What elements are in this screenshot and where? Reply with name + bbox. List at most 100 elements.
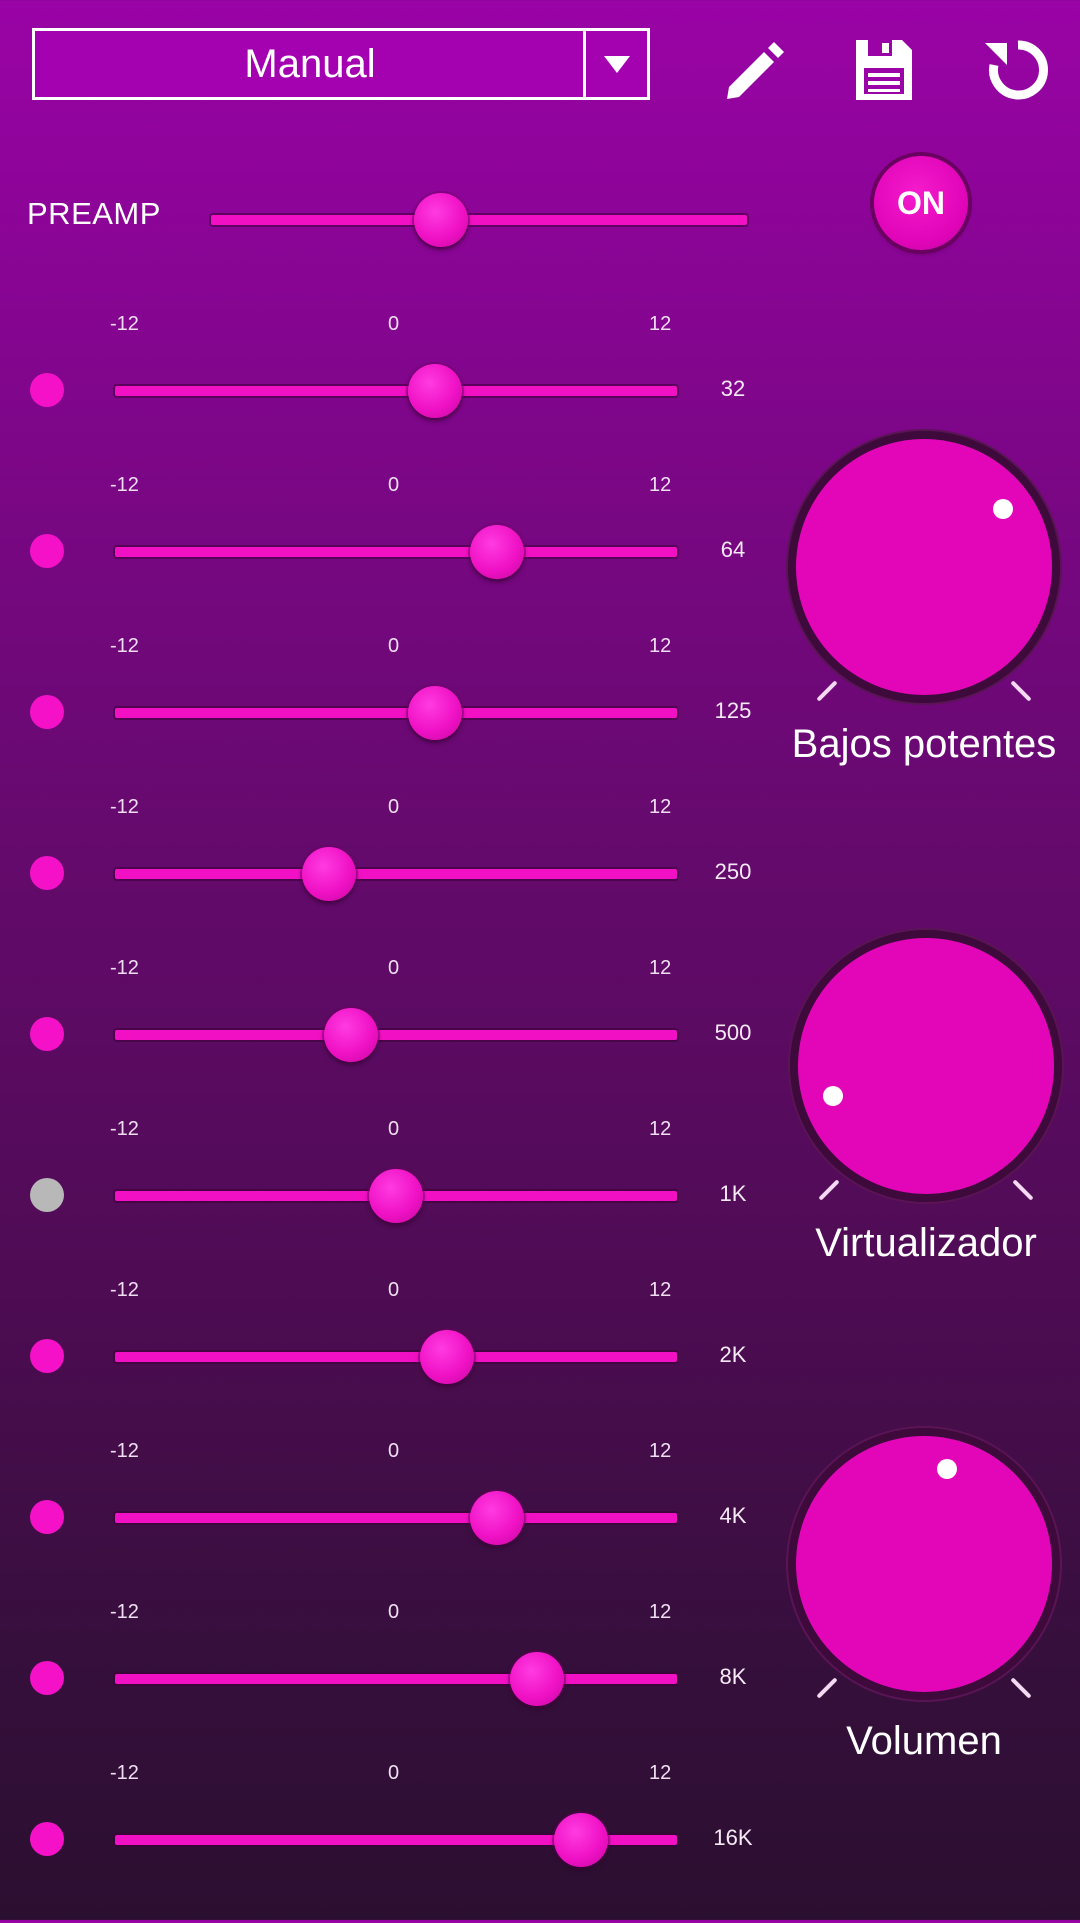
scale-mid-label: 0 <box>388 957 400 979</box>
scale-min-label: -12 <box>110 1440 139 1462</box>
band-frequency-label: 2K <box>719 1342 747 1367</box>
band-slider-250[interactable] <box>115 847 677 901</box>
scale-max-label: 12 <box>649 796 672 818</box>
band-slider-4K[interactable] <box>115 1491 677 1545</box>
band-toggle-125[interactable] <box>30 695 64 729</box>
band-16K: -12 0 12 16K <box>0 1762 760 1923</box>
knob-tick-mark <box>816 1677 838 1699</box>
save-icon <box>856 40 912 100</box>
band-slider-thumb[interactable] <box>324 1008 379 1062</box>
knob-indicator <box>822 1086 843 1107</box>
band-toggle-32[interactable] <box>30 373 64 407</box>
band-slider-125[interactable] <box>115 686 677 740</box>
band-frequency-label: 64 <box>720 537 746 562</box>
knob-tick-mark <box>1010 680 1032 702</box>
band-slider-thumb[interactable] <box>301 847 356 901</box>
band-slider-thumb[interactable] <box>419 1330 474 1384</box>
preamp-slider-thumb[interactable] <box>414 193 469 247</box>
scale-min-label: -12 <box>110 635 139 657</box>
band-slider-500[interactable] <box>115 1008 677 1062</box>
band-frequency-label: 8K <box>719 1664 747 1689</box>
scale-max-label: 12 <box>649 957 672 979</box>
pencil-icon <box>727 42 784 99</box>
band-250: -12 0 12 250 <box>0 796 760 957</box>
band-slider-thumb[interactable] <box>470 525 525 579</box>
knob-2[interactable] <box>798 938 1054 1194</box>
band-slider-thumb[interactable] <box>408 686 463 740</box>
knob-tick-mark <box>818 1179 840 1201</box>
band-toggle-16K[interactable] <box>30 1822 64 1856</box>
scale-mid-label: 0 <box>388 635 400 657</box>
scale-min-label: -12 <box>110 313 139 335</box>
preset-dropdown-button[interactable] <box>583 31 647 97</box>
band-toggle-8K[interactable] <box>30 1661 64 1695</box>
band-125: -12 0 12 125 <box>0 635 760 796</box>
scale-mid-label: 0 <box>388 1118 400 1140</box>
knob-3[interactable] <box>796 1436 1052 1692</box>
band-slider-thumb[interactable] <box>509 1652 564 1706</box>
band-frequency-label: 1K <box>719 1181 747 1206</box>
band-toggle-1K[interactable] <box>30 1178 64 1212</box>
band-slider-8K[interactable] <box>115 1652 677 1706</box>
preamp-label: PREAMP <box>27 196 161 231</box>
band-toggle-500[interactable] <box>30 1017 64 1051</box>
band-slider-thumb[interactable] <box>470 1491 525 1545</box>
scale-max-label: 12 <box>649 1762 672 1784</box>
scale-max-label: 12 <box>649 635 672 657</box>
scale-min-label: -12 <box>110 1118 139 1140</box>
band-frequency-label: 4K <box>719 1503 747 1528</box>
band-toggle-2K[interactable] <box>30 1339 64 1373</box>
scale-max-label: 12 <box>649 474 672 496</box>
knob-label: Bajos potentes <box>791 722 1057 766</box>
knob-1[interactable] <box>796 439 1052 695</box>
scale-max-label: 12 <box>649 1118 672 1140</box>
scale-mid-label: 0 <box>388 1440 400 1462</box>
knob-tick-mark <box>1010 1677 1032 1699</box>
knob-label: Virtualizador <box>815 1221 1037 1265</box>
reset-icon <box>985 40 1048 100</box>
scale-mid-label: 0 <box>388 1279 400 1301</box>
preset-selector[interactable]: Manual <box>32 28 650 100</box>
band-slider-2K[interactable] <box>115 1330 677 1384</box>
preamp-slider[interactable] <box>211 193 747 247</box>
band-slider-thumb[interactable] <box>408 364 463 418</box>
band-slider-32[interactable] <box>115 364 677 418</box>
band-slider-16K[interactable] <box>115 1813 677 1867</box>
band-4K: -12 0 12 4K <box>0 1440 760 1601</box>
band-64: -12 0 12 64 <box>0 474 760 635</box>
band-toggle-250[interactable] <box>30 856 64 890</box>
band-toggle-4K[interactable] <box>30 1500 64 1534</box>
chevron-down-icon <box>603 56 630 73</box>
band-slider-64[interactable] <box>115 525 677 579</box>
scale-min-label: -12 <box>110 796 139 818</box>
band-500: -12 0 12 500 <box>0 957 760 1118</box>
scale-min-label: -12 <box>110 1279 139 1301</box>
band-slider-thumb[interactable] <box>554 1813 609 1867</box>
band-toggle-64[interactable] <box>30 534 64 568</box>
scale-max-label: 12 <box>649 1440 672 1462</box>
band-slider-thumb[interactable] <box>369 1169 423 1223</box>
power-toggle[interactable]: ON <box>874 156 968 250</box>
band-1K: -12 0 12 1K <box>0 1118 760 1279</box>
band-frequency-label: 500 <box>714 1020 752 1045</box>
scale-min-label: -12 <box>110 474 139 496</box>
knob-indicator <box>993 499 1014 520</box>
knob-tick-mark <box>1012 1179 1034 1201</box>
band-frequency-label: 125 <box>714 698 752 723</box>
reset-button[interactable] <box>976 28 1060 112</box>
band-32: -12 0 12 32 <box>0 313 760 474</box>
knob-indicator <box>936 1458 957 1479</box>
scale-mid-label: 0 <box>388 474 400 496</box>
knob-tick-mark <box>816 680 838 702</box>
edit-button[interactable] <box>712 28 796 112</box>
preset-name[interactable]: Manual <box>244 41 376 86</box>
scale-mid-label: 0 <box>388 313 400 335</box>
band-slider-1K[interactable] <box>115 1169 677 1223</box>
scale-min-label: -12 <box>110 1601 139 1623</box>
band-frequency-label: 16K <box>713 1825 753 1850</box>
scale-mid-label: 0 <box>388 1601 400 1623</box>
save-button[interactable] <box>842 28 926 112</box>
band-8K: -12 0 12 8K <box>0 1601 760 1762</box>
scale-mid-label: 0 <box>388 796 400 818</box>
scale-mid-label: 0 <box>388 1762 400 1784</box>
